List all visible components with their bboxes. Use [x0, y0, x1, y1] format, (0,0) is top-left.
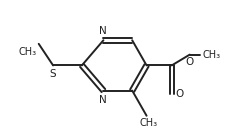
Text: O: O [175, 89, 184, 99]
Text: S: S [50, 69, 56, 79]
Text: N: N [99, 95, 106, 104]
Text: CH₃: CH₃ [202, 50, 220, 60]
Text: O: O [186, 57, 194, 67]
Text: CH₃: CH₃ [139, 118, 158, 128]
Text: CH₃: CH₃ [19, 47, 37, 57]
Text: N: N [99, 26, 106, 36]
